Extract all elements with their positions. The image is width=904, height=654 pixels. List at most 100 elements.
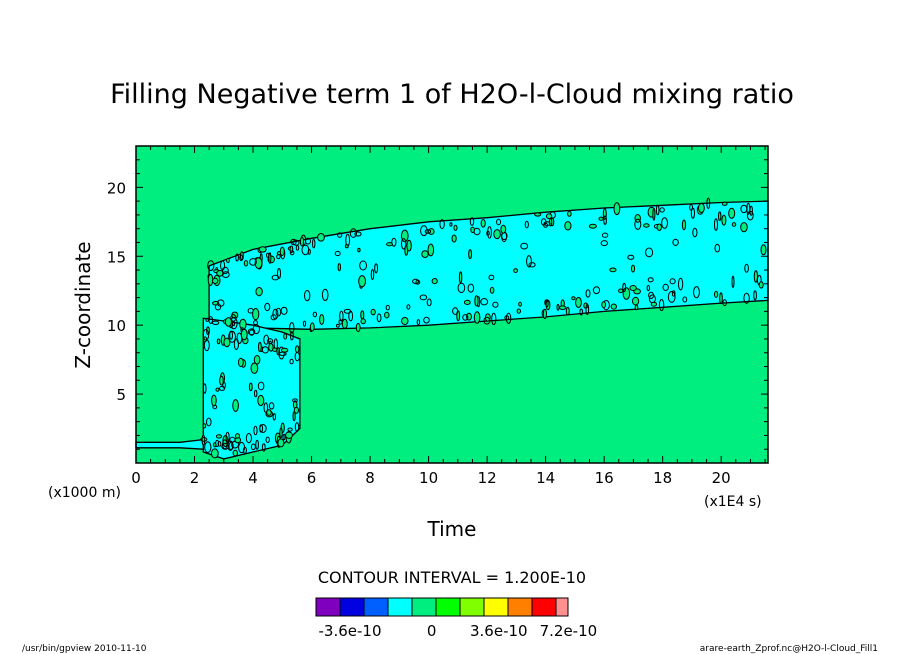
contour-speckle xyxy=(337,263,341,272)
contour-speckle xyxy=(528,262,536,268)
contour-speckle xyxy=(721,201,728,206)
contour-speckle xyxy=(656,223,662,231)
contour-speckle xyxy=(632,296,640,306)
contour-speckle xyxy=(682,296,688,303)
colorbar: -3.6e-10 0 3.6e-10 7.2e-10 xyxy=(315,597,597,640)
contour-speckle xyxy=(252,308,260,321)
contour-speckle xyxy=(338,319,343,325)
colorbar-swatch xyxy=(339,597,365,617)
contour-speckle xyxy=(545,299,549,308)
contour-speckle xyxy=(721,214,727,226)
contour-speckle xyxy=(518,301,522,307)
contour-speckle xyxy=(312,311,318,318)
contour-speckle xyxy=(601,232,609,238)
contour-speckle xyxy=(421,250,429,259)
contour-speckle xyxy=(268,343,274,352)
contour-speckle xyxy=(760,244,767,256)
contour-speckle xyxy=(221,266,229,274)
contour-speckle xyxy=(719,292,723,305)
contour-speckle xyxy=(299,236,305,247)
contour-speckle xyxy=(655,204,660,216)
contour-speckle xyxy=(473,311,481,324)
contour-speckle xyxy=(740,222,748,233)
contour-speckle xyxy=(643,223,650,228)
x-tick-label: 6 xyxy=(307,469,317,487)
contour-speckle xyxy=(667,291,676,303)
contour-speckle xyxy=(294,351,300,362)
contour-speckle xyxy=(275,307,282,317)
contour-speckle xyxy=(526,255,532,268)
contour-speckle xyxy=(467,283,475,293)
y-tick-label: 5 xyxy=(116,386,126,404)
contour-speckle xyxy=(290,238,297,246)
contour-speckle xyxy=(524,220,529,229)
contour-speckle xyxy=(662,283,669,291)
contour-speckle xyxy=(412,278,420,285)
contour-speckle xyxy=(207,260,215,272)
contour-speckle xyxy=(652,207,656,221)
contour-speckle xyxy=(289,358,294,365)
x-tick-label: 20 xyxy=(712,469,731,487)
contour-speckle xyxy=(658,299,665,311)
contour-speckle xyxy=(254,257,263,270)
contour-speckle xyxy=(706,197,711,210)
x-tick-label: 2 xyxy=(190,469,200,487)
colorbar-label: 3.6e-10 xyxy=(470,622,528,640)
contour-speckle xyxy=(491,312,497,326)
chart-title: Filling Negative term 1 of H2O-l-Cloud m… xyxy=(110,79,794,110)
contour-speckle xyxy=(317,233,325,242)
contour-speckle xyxy=(250,443,256,451)
contour-speckle xyxy=(341,318,348,329)
contour-speckle xyxy=(271,274,280,281)
contour-speckle xyxy=(714,218,718,232)
y-tick-label: 20 xyxy=(107,179,126,197)
contour-speckle xyxy=(295,245,300,251)
colorbar-swatch xyxy=(507,597,533,617)
contour-speckle xyxy=(579,308,584,316)
contour-speckle xyxy=(492,301,499,308)
contour-speckle xyxy=(206,417,212,427)
contour-speckle xyxy=(242,446,247,454)
x-axis-label: Time xyxy=(427,517,477,541)
contour-speckle xyxy=(301,244,310,256)
contour-speckle xyxy=(211,320,220,325)
contour-speckle xyxy=(646,285,650,291)
contour-speckle xyxy=(722,299,728,307)
contour-speckle xyxy=(463,299,471,305)
contour-speckle xyxy=(280,347,289,353)
contour-speckle xyxy=(255,439,259,450)
contour-speckle xyxy=(451,234,457,243)
contour-speckle xyxy=(255,287,263,297)
contour-speckle xyxy=(534,212,542,217)
contour-speckle xyxy=(671,290,676,297)
contour-speckle xyxy=(592,286,601,295)
contour-speckle xyxy=(257,394,265,407)
contour-speckle xyxy=(319,314,325,325)
contour-speckle xyxy=(221,443,229,450)
contour-speckle xyxy=(354,231,362,237)
contour-speckle xyxy=(457,282,466,294)
contour-speckle xyxy=(233,338,239,350)
contour-speckle xyxy=(295,345,300,354)
contour-speckle xyxy=(357,247,361,253)
contour-speckle xyxy=(692,227,698,238)
contour-speckle xyxy=(629,285,637,291)
contour-speckle xyxy=(622,287,631,300)
contour-speckle xyxy=(740,204,748,214)
contour-speckle xyxy=(280,306,288,315)
contour-speckle xyxy=(212,277,219,284)
contour-speckle xyxy=(718,211,722,221)
contour-speckle xyxy=(263,402,269,413)
x-tick-label: 18 xyxy=(653,469,672,487)
contour-speckle xyxy=(265,436,270,443)
colorbar-swatch xyxy=(363,597,389,617)
colorbar-swatch xyxy=(483,597,509,617)
contour-speckle xyxy=(211,394,217,407)
colorbar-swatch xyxy=(411,597,437,617)
contour-speckle xyxy=(266,409,272,416)
contour-speckle xyxy=(253,425,258,436)
contour-speckle xyxy=(458,271,463,284)
contour-speckle xyxy=(618,288,624,294)
contour-speckle xyxy=(627,254,635,260)
contour-speckle xyxy=(289,322,295,334)
